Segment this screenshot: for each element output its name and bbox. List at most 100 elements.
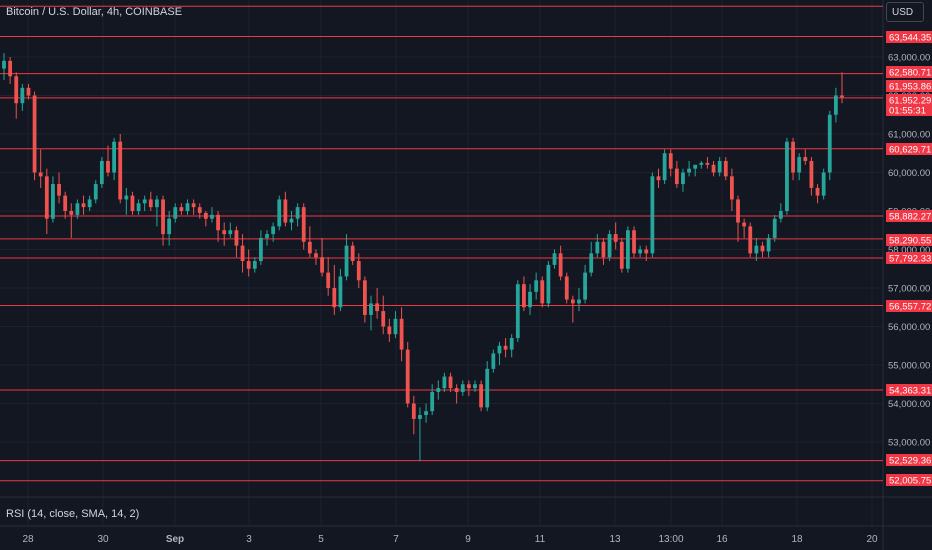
price-label-text: 61,952.29 bbox=[889, 96, 931, 107]
candle-body bbox=[216, 214, 220, 231]
candle-body bbox=[136, 203, 141, 211]
candle-body bbox=[63, 195, 68, 211]
candle-body bbox=[748, 226, 753, 254]
price-label-text: 58,290.55 bbox=[889, 236, 931, 247]
candle-body bbox=[87, 199, 92, 208]
time-tick-label: 3 bbox=[246, 534, 252, 545]
candle-body bbox=[540, 280, 545, 304]
candle-body bbox=[142, 199, 147, 204]
price-tick-label: 56,000.00 bbox=[888, 322, 930, 333]
price-label-box bbox=[886, 210, 932, 222]
price-label-text: 56,557.72 bbox=[889, 302, 931, 313]
price-label-text: 63,544.35 bbox=[889, 33, 931, 44]
price-tick-label: 60,000.00 bbox=[888, 168, 930, 179]
candle-body bbox=[283, 199, 288, 223]
time-tick-label: Sep bbox=[166, 534, 184, 545]
time-tick-label: 16 bbox=[716, 534, 728, 545]
price-label-text: 52,529.36 bbox=[889, 456, 931, 467]
candle-body bbox=[687, 168, 691, 173]
candle-body bbox=[717, 160, 722, 173]
candle-body bbox=[271, 226, 276, 235]
candle-body bbox=[705, 162, 710, 165]
candle-body bbox=[99, 160, 104, 185]
price-label-text: 61,953.86 bbox=[889, 82, 931, 93]
candle-body bbox=[723, 160, 728, 177]
candle-body bbox=[405, 349, 410, 404]
price-label-text: 58,882.27 bbox=[889, 212, 931, 223]
candle-body bbox=[228, 230, 233, 235]
candle-body bbox=[26, 87, 31, 96]
candle-body bbox=[668, 153, 673, 169]
candle-body bbox=[803, 157, 808, 161]
candle-body bbox=[301, 207, 306, 242]
candle-body bbox=[674, 168, 679, 185]
price-label-box bbox=[886, 104, 932, 116]
price-tick-label: 63,000.00 bbox=[888, 53, 930, 64]
price-label-box bbox=[886, 31, 932, 43]
price-label-box bbox=[886, 454, 932, 466]
candle-body bbox=[730, 176, 734, 200]
candle-body bbox=[118, 141, 123, 200]
price-label-box bbox=[886, 66, 932, 78]
candle-body bbox=[613, 234, 618, 242]
candle-body bbox=[240, 245, 245, 262]
candle-body bbox=[558, 253, 563, 277]
candle-body bbox=[356, 261, 361, 281]
candle-body bbox=[69, 211, 74, 215]
candle-body bbox=[662, 153, 667, 181]
candle-body bbox=[234, 230, 239, 246]
price-label-text: 52,005.75 bbox=[889, 476, 931, 487]
price-label-text: 01:55:31 bbox=[889, 106, 926, 117]
candle-body bbox=[418, 415, 422, 419]
rsi-indicator-label[interactable]: RSI (14, close, SMA, 14, 2) bbox=[6, 508, 140, 520]
candle-body bbox=[411, 403, 416, 419]
price-tick-label: 54,000.00 bbox=[888, 399, 930, 410]
candle-body bbox=[155, 199, 159, 208]
candle-body bbox=[772, 218, 777, 238]
time-tick-label: 20 bbox=[866, 534, 878, 545]
candle-body bbox=[760, 245, 765, 252]
candle-body bbox=[185, 203, 190, 211]
candle-body bbox=[2, 60, 6, 69]
price-label-box bbox=[886, 474, 932, 486]
time-tick-label: 30 bbox=[97, 534, 109, 545]
candle-body bbox=[778, 211, 783, 219]
candle-body bbox=[766, 237, 771, 252]
candle-body bbox=[112, 141, 116, 173]
candle-body bbox=[681, 172, 685, 185]
candle-body bbox=[338, 276, 343, 308]
candle-body bbox=[51, 184, 55, 219]
candle-body bbox=[430, 391, 435, 412]
time-tick-label: 28 bbox=[22, 534, 34, 545]
price-label-box bbox=[886, 300, 932, 312]
candle-body bbox=[93, 184, 98, 200]
price-tick-label: 57,000.00 bbox=[888, 284, 930, 295]
candle-body bbox=[650, 176, 655, 254]
candle-body bbox=[191, 203, 196, 208]
price-label-text: 57,792.33 bbox=[889, 254, 931, 265]
candle-body bbox=[797, 157, 802, 173]
candle-body bbox=[148, 199, 153, 208]
time-tick-label: 18 bbox=[791, 534, 803, 545]
price-label-box bbox=[886, 80, 932, 92]
candle-body bbox=[320, 257, 324, 273]
price-tick-label: 53,000.00 bbox=[888, 438, 930, 449]
candle-body bbox=[14, 76, 19, 104]
candle-body bbox=[564, 276, 569, 300]
candle-body bbox=[534, 280, 539, 292]
currency-button[interactable]: USD bbox=[886, 2, 924, 22]
candle-body bbox=[693, 164, 698, 169]
candle-body bbox=[375, 303, 380, 312]
price-tick-label: 61,000.00 bbox=[888, 130, 930, 141]
candle-body bbox=[742, 222, 747, 227]
price-label-text: 60,629.71 bbox=[889, 145, 931, 156]
candle-body bbox=[332, 288, 337, 308]
candle-body bbox=[515, 284, 520, 339]
candle-body bbox=[32, 95, 37, 173]
candle-body bbox=[167, 218, 172, 235]
candle-body bbox=[479, 384, 484, 408]
price-label-box bbox=[886, 252, 932, 264]
candle-body bbox=[546, 264, 551, 304]
time-tick-label: 5 bbox=[318, 534, 324, 545]
